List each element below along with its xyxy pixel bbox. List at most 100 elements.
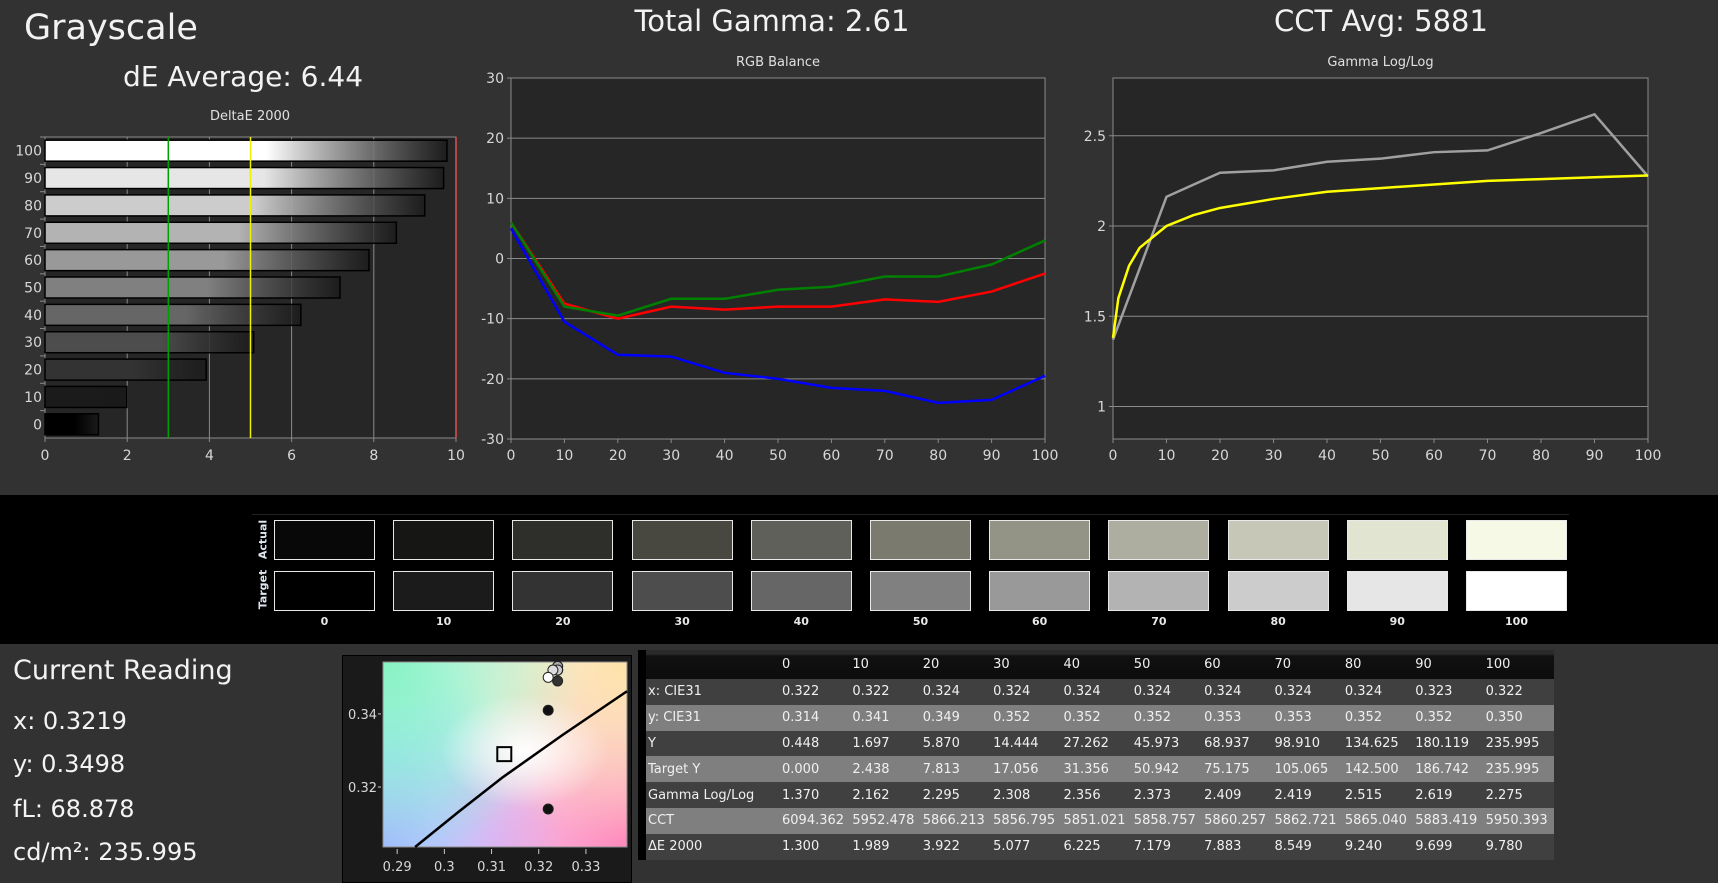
- table-cell: 0.314: [782, 710, 820, 726]
- target-swatch: [274, 571, 375, 611]
- table-cell: 0.352: [1415, 710, 1453, 726]
- total-gamma: Total Gamma: 2.61: [634, 4, 910, 38]
- table-cell: 17.056: [993, 761, 1039, 777]
- table-cell: 5952.478: [852, 813, 915, 829]
- table-cell: 0.324: [993, 684, 1031, 700]
- measured-point: [542, 704, 554, 716]
- bar: [44, 221, 398, 245]
- bar: [44, 385, 128, 409]
- actual-swatch: [1227, 520, 1329, 560]
- x-tick-label: 20: [1211, 448, 1229, 464]
- y-tick-label: -20: [481, 372, 504, 388]
- x-tick-label: 100: [1635, 448, 1662, 464]
- column-header: 30: [993, 657, 1010, 672]
- column-header: 20: [922, 657, 940, 672]
- column-header: 10: [852, 657, 869, 672]
- chart-title: DeltaE 2000: [210, 109, 290, 124]
- table-row: Gamma Log/Log 1.370 2.162 2.295 2.308 2.356 2.…: [646, 782, 1554, 808]
- table-cell: 0.324: [1063, 684, 1101, 700]
- row-label: Y: [648, 735, 656, 751]
- swatch-level-label: 20: [555, 615, 571, 628]
- target-swatch: [1108, 571, 1210, 611]
- reading-x: x: 0.3219: [13, 707, 127, 735]
- table-cell: 2.295: [922, 787, 960, 803]
- table-cell: 0.352: [993, 710, 1031, 726]
- y-tick-label: 80: [24, 198, 42, 214]
- x-tick-label: 30: [1265, 448, 1283, 464]
- table-cell: 0.350: [1485, 710, 1523, 726]
- actual-swatch: [512, 520, 614, 560]
- target-label: Target: [256, 569, 270, 610]
- cie-chart: 0.29 0.3 0.31 0.32 0.33 0.34 0.32: [348, 660, 628, 875]
- swatch-level-label: 90: [1389, 615, 1405, 628]
- table-row: ΔE 2000 1.300 1.989 3.922 5.077 6.225 7.179 7.8…: [646, 833, 1554, 860]
- table-cell: 0.352: [1344, 710, 1383, 726]
- x-tick-label: 4: [205, 448, 214, 464]
- y-tick-label: 50: [24, 281, 42, 297]
- table-cell: 50.942: [1133, 761, 1180, 777]
- table-edge: [638, 650, 646, 860]
- table-cell: 5856.795: [993, 813, 1056, 829]
- table-cell: 45.973: [1133, 735, 1180, 751]
- y-tick-label: 1.5: [1084, 309, 1106, 325]
- bar: [44, 139, 448, 162]
- x-tick-label: 6: [287, 448, 296, 464]
- table-cell: 0.324: [1133, 684, 1172, 700]
- swatch-band: [0, 495, 1718, 644]
- table-cell: 31.356: [1063, 761, 1109, 777]
- y-tick-label: 100: [15, 144, 42, 160]
- target-whitepoint: [496, 746, 513, 763]
- table-cell: 180.119: [1415, 735, 1469, 751]
- x-tick-label: 0.3: [434, 860, 455, 875]
- x-tick-label: 70: [876, 448, 894, 464]
- table-cell: 0.323: [1415, 684, 1453, 700]
- table-cell: 68.937: [1204, 735, 1250, 751]
- bar: [44, 303, 302, 327]
- column-header: 70: [1274, 657, 1292, 672]
- table-cell: 9.699: [1415, 839, 1453, 855]
- chart-title: Gamma Log/Log: [1327, 55, 1433, 70]
- bar: [44, 194, 426, 217]
- x-tick-label: 60: [822, 448, 840, 464]
- table-cell: 0.352: [1133, 710, 1172, 726]
- table-cell: 5.870: [922, 735, 960, 751]
- series-line: [509, 227, 1046, 405]
- table-cell: 0.353: [1204, 710, 1242, 726]
- y-tick-label: 0: [495, 252, 504, 268]
- row-label: x: CIE31: [648, 684, 702, 700]
- table-row: Target Y 0.000 2.438 7.813 17.056 31.356 50.94…: [646, 756, 1554, 783]
- row-label: Gamma Log/Log: [648, 787, 755, 803]
- series-line: [1111, 112, 1649, 341]
- target-swatch: [750, 571, 852, 611]
- row-label: CCT: [648, 813, 675, 829]
- actual-swatch: [750, 520, 852, 560]
- table-cell: 0.322: [782, 684, 820, 700]
- swatch-level-label: 70: [1151, 615, 1167, 628]
- chart-title: RGB Balance: [736, 55, 820, 70]
- table-cell: 1.989: [852, 839, 890, 855]
- bar: [44, 330, 255, 354]
- table-cell: 9.240: [1344, 839, 1383, 855]
- x-tick-label: 0.29: [383, 860, 412, 875]
- target-swatch: [1466, 571, 1567, 611]
- x-tick-label: 50: [1372, 448, 1390, 464]
- table-cell: 2.275: [1485, 787, 1523, 803]
- row-label: y: CIE31: [648, 710, 701, 726]
- x-tick-label: 0.33: [571, 860, 600, 875]
- table-cell: 1.697: [852, 735, 890, 751]
- y-tick-label: 2.5: [1084, 129, 1106, 145]
- y-tick-label: 70: [24, 226, 42, 242]
- y-tick-label: 10: [24, 390, 42, 406]
- table-cell: 0.324: [1344, 684, 1383, 700]
- table-cell: 1.370: [782, 787, 820, 803]
- actual-swatch: [989, 520, 1091, 560]
- cct-average: CCT Avg: 5881: [1274, 4, 1488, 38]
- swatch-level-label: 50: [912, 615, 929, 628]
- x-tick-label: 50: [769, 448, 787, 464]
- y-tick-label: 20: [24, 363, 42, 379]
- y-tick-label: 60: [24, 253, 42, 269]
- table-cell: 75.175: [1204, 761, 1250, 777]
- x-tick-label: 70: [1479, 448, 1497, 464]
